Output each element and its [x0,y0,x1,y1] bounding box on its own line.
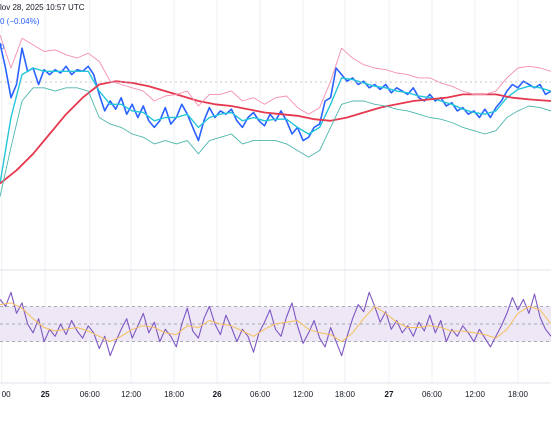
time-tick-label: 25 [41,390,50,399]
price-series [0,43,551,142]
time-tick-label: 12:00 [293,390,314,399]
time-tick-label: 18:00 [508,390,529,399]
ma_fast-series [0,67,551,184]
oscillator-panel [0,291,551,357]
time-tick-label: 06:00 [250,390,271,399]
time-tick-label: 18:00 [164,390,185,399]
rsi-series [0,291,551,357]
band_upper-series [0,34,551,115]
time-axis: 00 25 06:00 12:00 18:00 26 06:00 12:00 18:00 27 06… [2,390,529,399]
time-tick-label: 12:00 [465,390,486,399]
time-tick-label: 18:00 [335,390,356,399]
ma_slow-series [0,80,551,185]
time-tick-label: 06:00 [422,390,443,399]
time-tick-label: 26 [213,390,222,399]
time-tick-label: 06:00 [80,390,101,399]
time-tick-label: 00 [2,390,11,399]
time-tick-label: 27 [385,390,394,399]
rsi_ma-series [0,302,551,343]
header-date: lov 28, 2025 10:57 UTC [0,3,85,12]
band_lower-series [0,87,551,197]
header-change: 0 (−0.04%) [0,17,40,26]
header-fragment: b [0,42,5,51]
price-panel [0,34,551,197]
time-tick-label: 12:00 [121,390,142,399]
